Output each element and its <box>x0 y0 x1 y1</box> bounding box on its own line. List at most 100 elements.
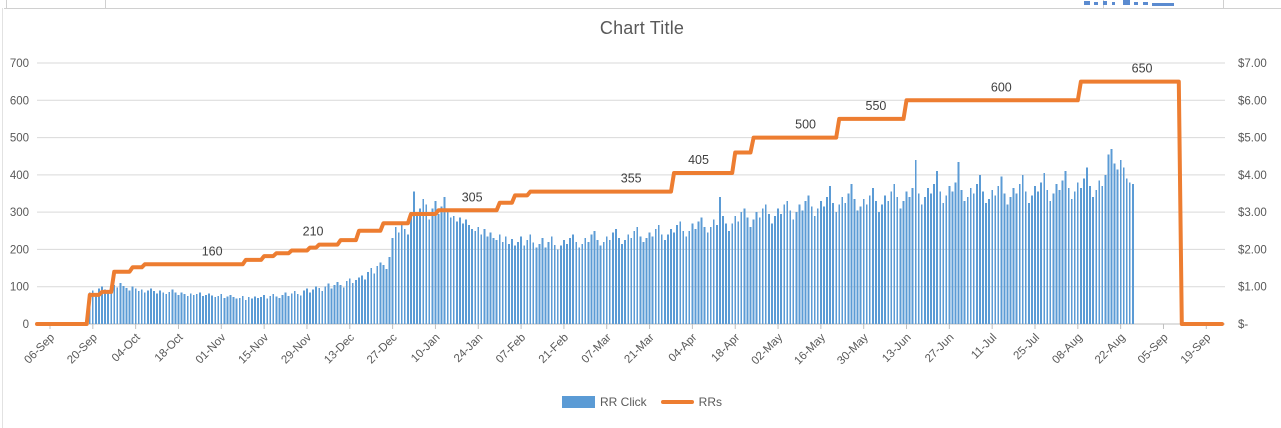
bar[interactable] <box>816 208 819 324</box>
bar[interactable] <box>504 236 507 324</box>
bar[interactable] <box>657 225 660 324</box>
bar[interactable] <box>174 292 177 324</box>
bar[interactable] <box>703 227 706 324</box>
bar[interactable] <box>1012 187 1015 324</box>
bar[interactable] <box>541 238 544 324</box>
bar[interactable] <box>293 291 296 324</box>
bar[interactable] <box>407 234 409 324</box>
bar[interactable] <box>538 243 541 324</box>
bar[interactable] <box>1040 182 1043 324</box>
bar[interactable] <box>783 204 786 324</box>
bar[interactable] <box>878 212 880 324</box>
bar[interactable] <box>719 197 721 324</box>
bar[interactable] <box>881 204 883 324</box>
bar[interactable] <box>351 282 354 324</box>
bar[interactable] <box>991 189 994 324</box>
bar[interactable] <box>645 238 648 324</box>
bar[interactable] <box>284 292 287 324</box>
bar[interactable] <box>798 204 801 324</box>
bar[interactable] <box>691 223 694 324</box>
bar[interactable] <box>388 256 391 324</box>
bar[interactable] <box>789 210 792 324</box>
bar[interactable] <box>844 202 847 324</box>
bar[interactable] <box>1024 191 1027 324</box>
bar[interactable] <box>884 195 887 324</box>
bar[interactable] <box>685 236 688 324</box>
bar[interactable] <box>1089 186 1091 324</box>
bar[interactable] <box>908 197 911 324</box>
bar[interactable] <box>229 294 232 324</box>
bar[interactable] <box>865 204 868 324</box>
chart-object[interactable]: Chart Title 160 210 305 355 405 500 550 600 650 0… <box>3 9 1281 428</box>
bar[interactable] <box>122 285 125 324</box>
bar[interactable] <box>752 219 755 324</box>
bar[interactable] <box>663 240 666 324</box>
bar[interactable] <box>777 208 779 324</box>
bar[interactable] <box>734 215 737 324</box>
bar[interactable] <box>1095 189 1098 324</box>
bar[interactable] <box>315 286 318 324</box>
bar[interactable] <box>556 249 559 324</box>
bar[interactable] <box>627 234 630 324</box>
bar[interactable] <box>838 204 841 324</box>
bar[interactable] <box>829 186 831 324</box>
bar[interactable] <box>823 206 825 324</box>
bar[interactable] <box>373 273 376 324</box>
legend[interactable]: RR Click RRs <box>3 395 1281 409</box>
bar[interactable] <box>394 227 397 324</box>
bar[interactable] <box>624 240 626 324</box>
bar[interactable] <box>189 293 192 324</box>
bar[interactable] <box>247 297 250 324</box>
bar[interactable] <box>1046 189 1049 324</box>
bar[interactable] <box>333 284 336 324</box>
bar[interactable] <box>979 174 981 324</box>
bar[interactable] <box>339 285 342 324</box>
bar[interactable] <box>786 200 789 324</box>
bar[interactable] <box>856 210 859 324</box>
bar[interactable] <box>960 189 963 324</box>
bar[interactable] <box>526 240 529 324</box>
bar[interactable] <box>1131 184 1134 324</box>
bar[interactable] <box>1073 191 1076 324</box>
bar[interactable] <box>260 297 262 324</box>
bar[interactable] <box>896 197 899 324</box>
bar[interactable] <box>761 208 764 324</box>
bar[interactable] <box>648 232 651 324</box>
legend-item-rr-click[interactable]: RR Click <box>561 395 647 409</box>
bar[interactable] <box>1092 197 1095 324</box>
bar[interactable] <box>670 228 672 324</box>
bar[interactable] <box>489 232 492 324</box>
bar[interactable] <box>514 245 516 324</box>
bar[interactable] <box>480 234 483 324</box>
bar[interactable] <box>348 278 351 324</box>
bar[interactable] <box>1021 174 1024 324</box>
bar[interactable] <box>1079 187 1082 324</box>
bar[interactable] <box>440 206 443 324</box>
bar[interactable] <box>801 210 804 324</box>
bar[interactable] <box>303 290 305 324</box>
bar[interactable] <box>318 288 321 324</box>
bar[interactable] <box>110 288 113 324</box>
bar[interactable] <box>532 242 535 324</box>
bar[interactable] <box>615 228 617 324</box>
bar[interactable] <box>936 171 939 324</box>
bar[interactable] <box>134 288 137 324</box>
bar[interactable] <box>985 202 987 324</box>
bar[interactable] <box>156 293 158 324</box>
bar[interactable] <box>336 282 339 324</box>
bar[interactable] <box>902 200 905 324</box>
chart-title[interactable]: Chart Title <box>599 18 685 38</box>
bar[interactable] <box>871 187 874 324</box>
bar[interactable] <box>758 217 761 324</box>
rrs-step-line[interactable] <box>35 79 1224 326</box>
bar[interactable] <box>1049 200 1052 324</box>
bar[interactable] <box>1055 184 1058 324</box>
bar[interactable] <box>162 292 165 324</box>
bar[interactable] <box>712 219 715 324</box>
bar[interactable] <box>104 289 106 324</box>
bar[interactable] <box>511 238 513 324</box>
bar[interactable] <box>618 238 620 324</box>
bar[interactable] <box>563 240 565 324</box>
bar[interactable] <box>468 225 470 324</box>
bar[interactable] <box>153 291 155 324</box>
